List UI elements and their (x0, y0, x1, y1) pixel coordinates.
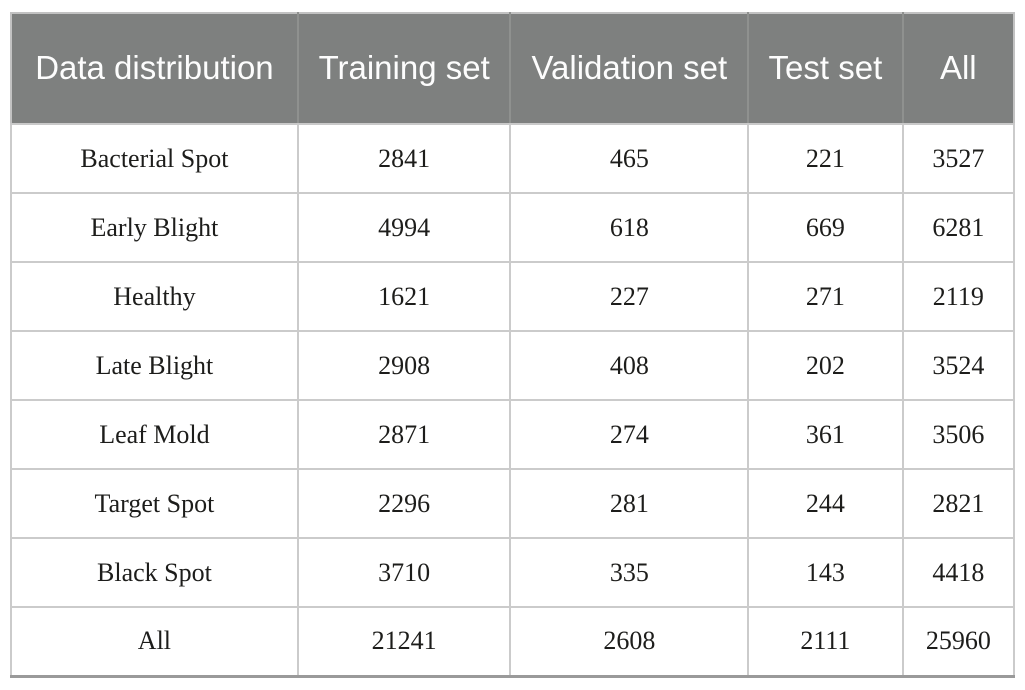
cell-value: 4994 (296, 192, 512, 263)
cell-value: 2908 (296, 330, 512, 401)
column-header-data-distribution: Data distribution (11, 13, 299, 125)
cell-value: 221 (747, 123, 904, 194)
row-label: Early Blight (10, 192, 299, 263)
cell-value: 274 (509, 399, 750, 470)
cell-value: 21241 (296, 606, 512, 677)
cell-value: 227 (509, 261, 750, 332)
table-row-healthy: Healthy 1621 227 271 2119 (10, 261, 1016, 332)
row-label: Leaf Mold (10, 399, 299, 470)
table-row-target-spot: Target Spot 2296 281 244 2821 (10, 468, 1016, 539)
cell-value: 335 (509, 537, 750, 608)
cell-value: 1621 (296, 261, 512, 332)
cell-value: 143 (747, 537, 904, 608)
column-header-test-set: Test set (747, 13, 904, 125)
cell-value: 281 (509, 468, 750, 539)
cell-value: 2821 (901, 468, 1016, 539)
row-label: Healthy (10, 261, 299, 332)
data-distribution-table-container: Data distribution Training set Validation … (10, 12, 1016, 678)
row-label: All (10, 606, 299, 677)
cell-value: 3527 (901, 123, 1016, 194)
cell-value: 2111 (747, 606, 904, 677)
cell-value: 2119 (901, 261, 1016, 332)
row-label: Bacterial Spot (10, 123, 299, 194)
cell-value: 25960 (901, 606, 1016, 677)
cell-value: 2841 (296, 123, 512, 194)
cell-value: 465 (509, 123, 750, 194)
table-header: Data distribution Training set Validation … (11, 13, 1014, 125)
cell-value: 2871 (296, 399, 512, 470)
table-row-late-blight: Late Blight 2908 408 202 3524 (10, 330, 1016, 401)
data-distribution-table: Data distribution Training set Validation … (10, 12, 1016, 678)
cell-value: 618 (509, 192, 750, 263)
table-row-all: All 21241 2608 2111 25960 (10, 606, 1016, 677)
cell-value: 408 (509, 330, 750, 401)
table-row-bacterial-spot: Bacterial Spot 2841 465 221 3527 (10, 123, 1016, 194)
cell-value: 202 (747, 330, 904, 401)
row-label: Late Blight (10, 330, 299, 401)
table-row-leaf-mold: Leaf Mold 2871 274 361 3506 (10, 399, 1016, 470)
cell-value: 244 (747, 468, 904, 539)
cell-value: 3710 (296, 537, 512, 608)
cell-value: 361 (747, 399, 904, 470)
row-label: Target Spot (10, 468, 299, 539)
cell-value: 4418 (901, 537, 1016, 608)
row-label: Black Spot (10, 537, 299, 608)
column-header-all: All (901, 13, 1014, 125)
cell-value: 3524 (901, 330, 1016, 401)
cell-value: 2608 (509, 606, 750, 677)
column-header-training-set: Training set (296, 13, 512, 125)
cell-value: 6281 (901, 192, 1016, 263)
table-row-black-spot: Black Spot 3710 335 143 4418 (10, 537, 1016, 608)
table-row-early-blight: Early Blight 4994 618 669 6281 (10, 192, 1016, 263)
table-body: Bacterial Spot 2841 465 221 3527 Early Blight… (10, 123, 1016, 677)
table-header-row: Data distribution Training set Validation … (11, 13, 1014, 125)
cell-value: 3506 (901, 399, 1016, 470)
cell-value: 669 (747, 192, 904, 263)
cell-value: 2296 (296, 468, 512, 539)
cell-value: 271 (747, 261, 904, 332)
column-header-validation-set: Validation set (509, 13, 750, 125)
